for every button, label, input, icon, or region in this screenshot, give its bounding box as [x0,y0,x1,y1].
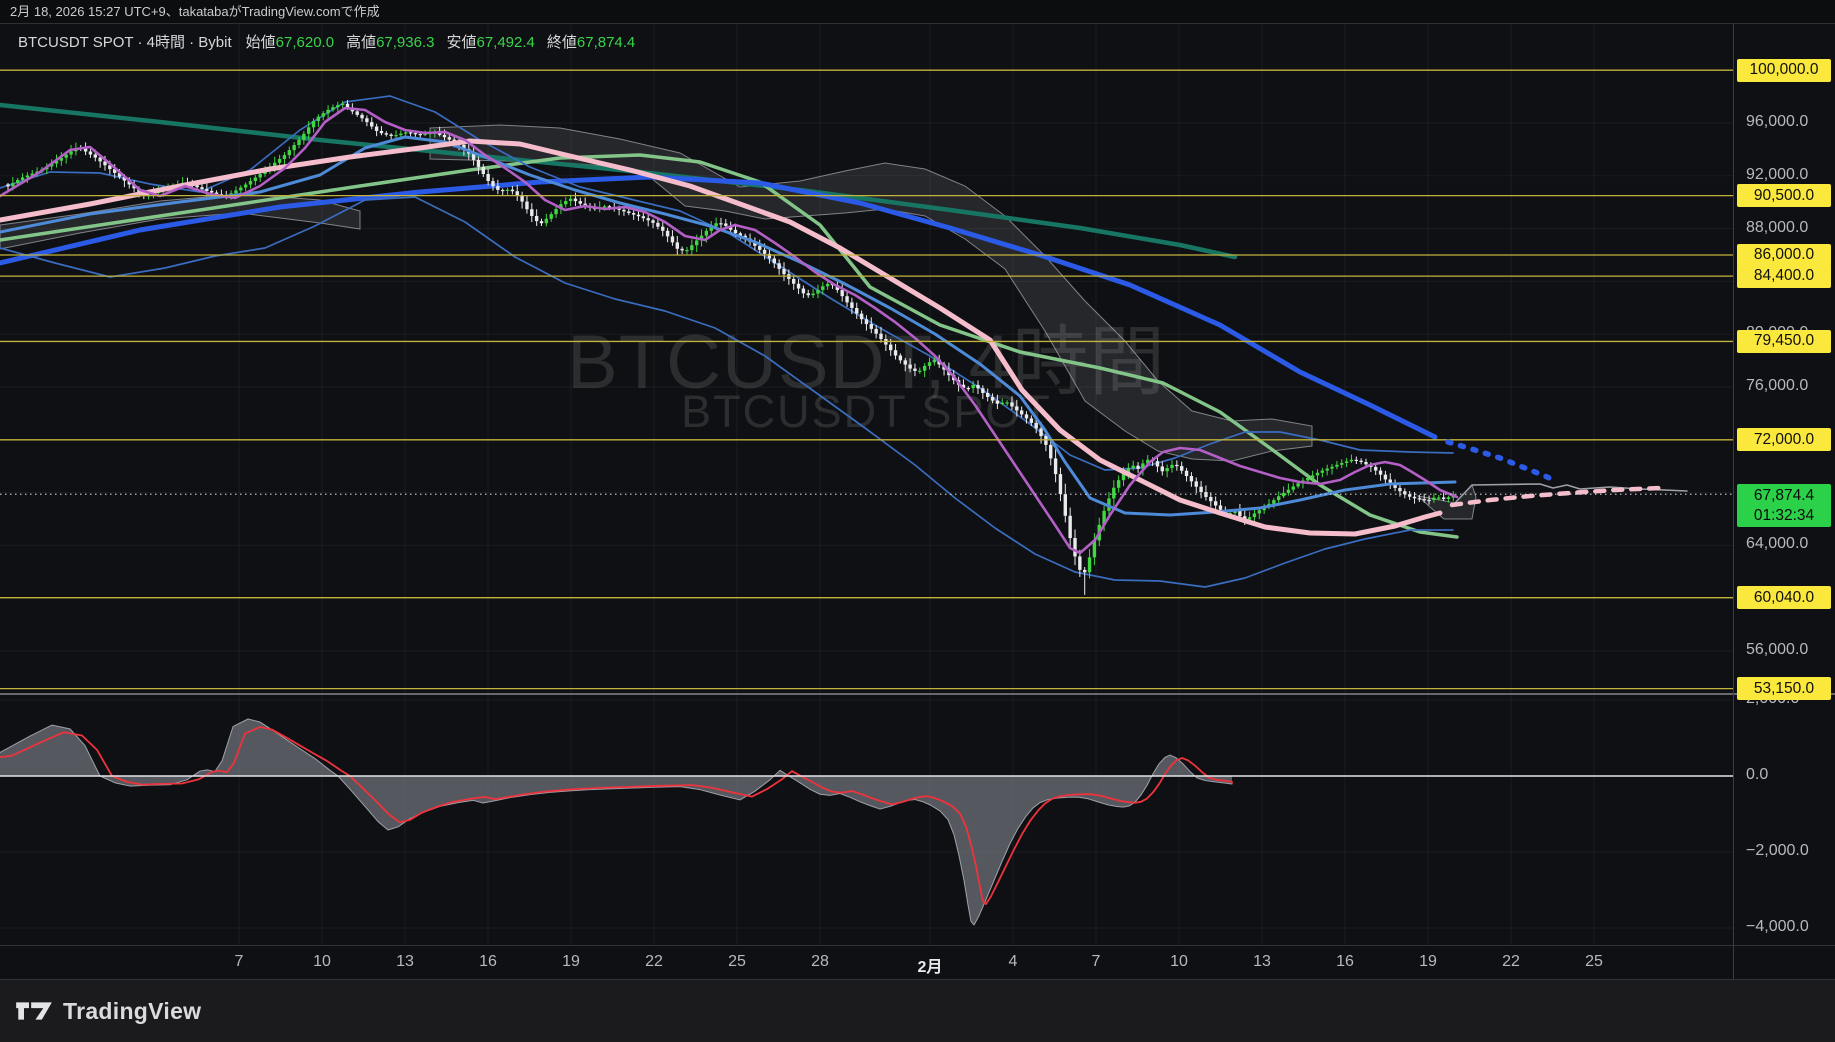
ma-line-lightgreen [0,153,1459,539]
time-axis-label-13-12: 13 [1253,953,1271,970]
price-axis-label-92000: 92,000.0 [1746,165,1809,183]
tradingview-logo[interactable]: TradingView [14,998,201,1025]
legend-low: 安値67,492.4 [446,34,535,51]
price-level-badge-90500[interactable]: 90,500.0 [1737,184,1831,208]
time-axis-label-25-6: 25 [728,953,746,970]
time-axis-label-22-15: 22 [1502,953,1520,970]
last-price-value: 67,874.4 [1753,486,1815,504]
legend-close: 終値67,874.4 [546,34,636,51]
price-axis-label-64000: 64,000.0 [1746,535,1809,553]
tradingview-logo-icon [16,1002,52,1020]
time-axis-label-19-4: 19 [562,953,580,970]
oscillator-axis-label--2000: −2,000.0 [1746,842,1809,859]
oscillator-axis-label-0: 0.0 [1746,766,1769,783]
price-level-badge-86000[interactable]: 86,000.0 [1737,243,1831,267]
ma-line-pink [0,138,1443,537]
oscillator-histogram-edge [0,718,1233,926]
price-level-badge-84400[interactable]: 84,400.0 [1737,264,1831,288]
ma-line-royalblue [0,174,1438,440]
price-axis[interactable]: 96,000.092,000.088,000.084,000.080,000.0… [1733,24,1835,979]
royalblue-dashed-projection [1445,439,1559,484]
time-axis-label-10-11: 10 [1170,953,1188,970]
price-axis-label-76000: 76,000.0 [1746,377,1809,394]
price-axis-label-56000: 56,000.0 [1746,641,1809,658]
time-axis-label-10-1: 10 [313,953,331,970]
snapshot-attribution-bar: 2月 18, 2026 15:27 UTC+9、takatabaがTrading… [0,0,1835,24]
footer-bar: TradingView [0,980,1835,1042]
time-axis-label-28-7: 28 [811,953,829,970]
legend-high: 高値67,936.3 [346,34,435,51]
oscillator-histogram-area [0,719,1232,925]
price-level-badge-53150[interactable]: 53,150.0 [1737,677,1831,701]
legend-open: 始値67,620.0 [245,34,335,51]
time-axis-label-4-9: 4 [1008,953,1018,970]
tradingview-logo-text: TradingView [63,997,202,1024]
candle-countdown: 01:32:34 [1753,506,1815,524]
ma-line-mediumblue [0,135,1457,517]
last-price-badge[interactable]: 67,874.4 01:32:34 [1737,484,1831,528]
time-axis-label-22-5: 22 [645,953,663,970]
oscillator-axis-label--4000: −4,000.0 [1746,918,1809,935]
time-axis-label-7-10: 7 [1091,953,1101,970]
time-axis-label-19-14: 19 [1419,953,1437,970]
ma-line-teal [0,102,1238,260]
price-level-badge-100000[interactable]: 100,000.0 [1737,58,1831,82]
pink-dashed-projection [1449,485,1663,508]
time-axis[interactable]: 7 10 13 16 19 22 25 28 2月 4 7 10 13 16 19 22 25 [0,946,1733,979]
bollinger-upper-band [0,95,1454,471]
time-axis-label-month2月-8: 2月 [917,959,943,976]
legend-symbol[interactable]: BTCUSDT SPOT · 4時間 · Bybit [18,34,232,51]
time-axis-label-13-2: 13 [396,953,414,970]
time-axis-label-16-3: 16 [479,953,497,970]
time-axis-label-7-0: 7 [234,953,244,970]
snapshot-attribution-text: 2月 18, 2026 15:27 UTC+9、takatabaがTrading… [10,4,380,19]
bollinger-lower-band [0,196,1454,588]
price-axis-label-88000: 88,000.0 [1746,218,1809,236]
price-axis-label-96000: 96,000.0 [1746,113,1809,130]
ichimoku-cloud-3 [1416,484,1477,520]
chart-legend: BTCUSDT SPOT · 4時間 · Bybit 始値67,620.0 高値67… [18,31,647,51]
price-level-badge-60040[interactable]: 60,040.0 [1737,586,1831,610]
price-level-badge-79450[interactable]: 79,450.0 [1737,329,1831,353]
ma-line-purple [0,106,1459,555]
price-level-badge-72000[interactable]: 72,000.0 [1737,428,1831,452]
time-axis-label-25-16: 25 [1585,953,1603,970]
time-axis-label-16-13: 16 [1336,953,1354,970]
oscillator-signal-line [0,726,1233,906]
